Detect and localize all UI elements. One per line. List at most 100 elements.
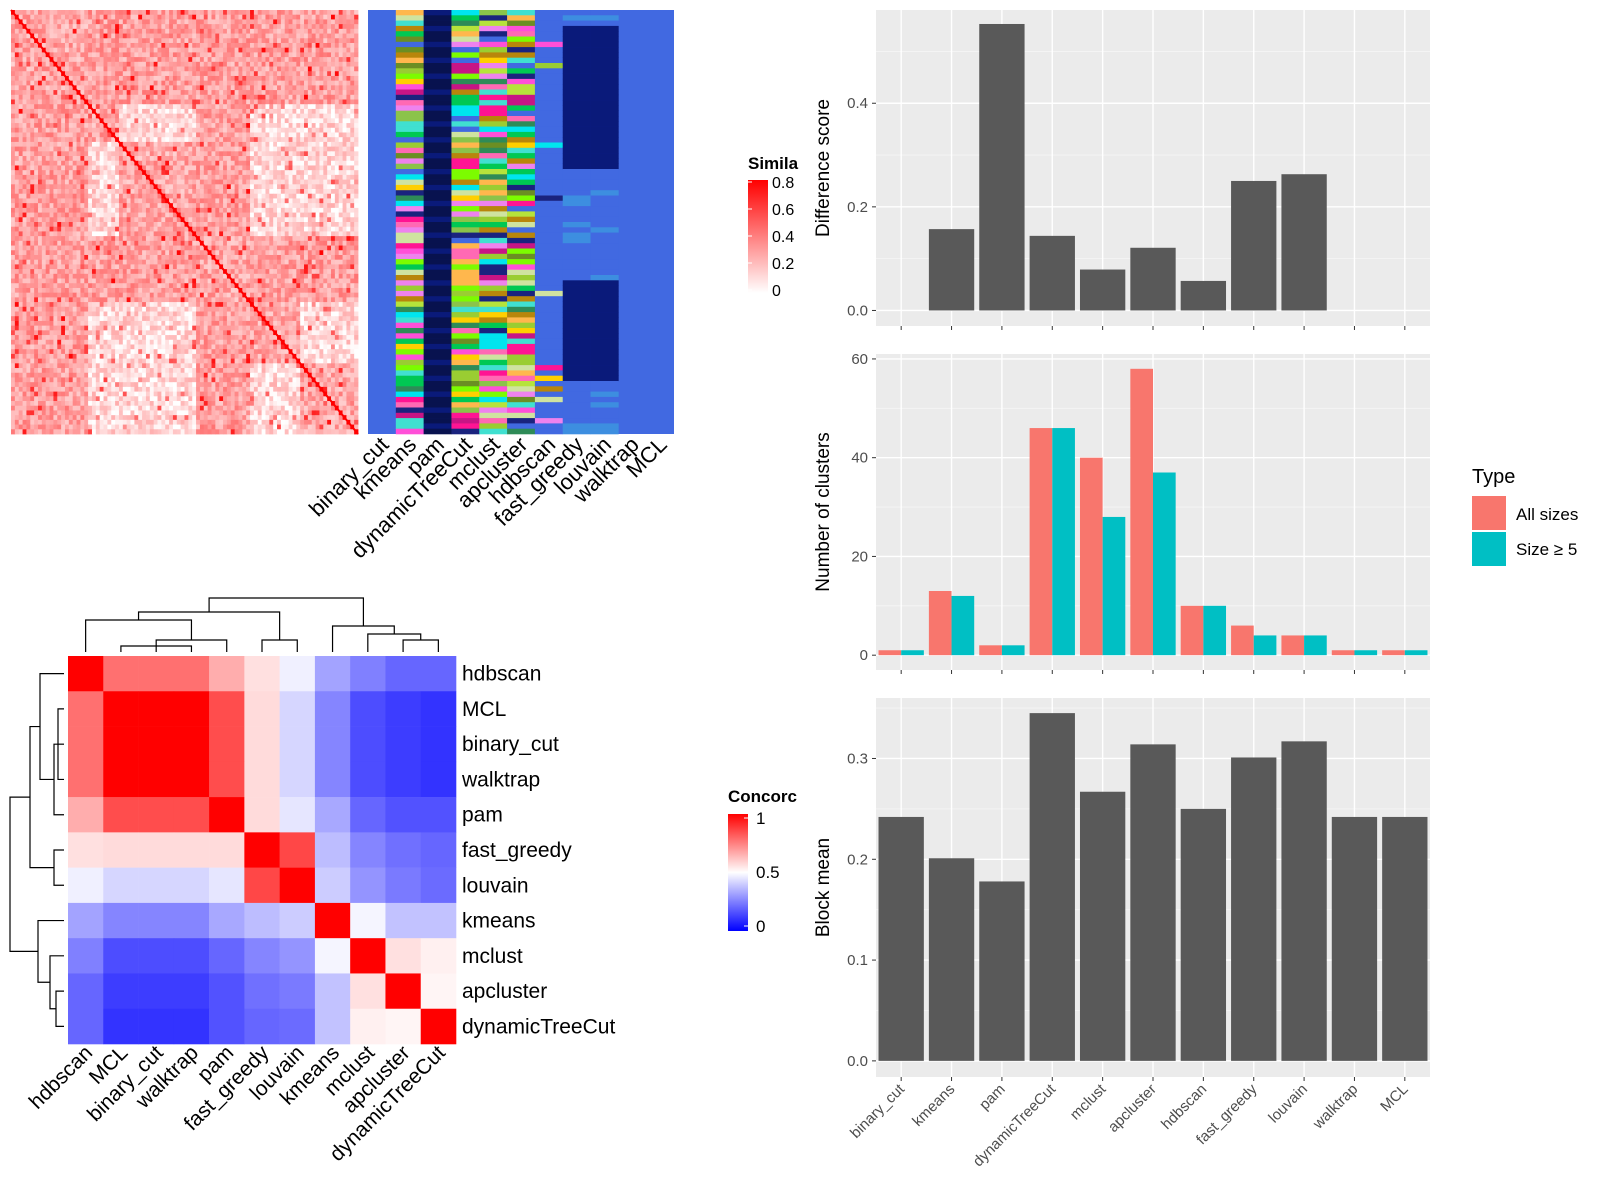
- similarity-cell: [61, 254, 66, 261]
- similarity-cell: [34, 80, 39, 86]
- similarity-cell: [284, 85, 289, 91]
- similarity-cell: [354, 104, 359, 110]
- similarity-cell: [280, 24, 286, 30]
- similarity-cell: [88, 108, 93, 115]
- similarity-cell: [53, 151, 58, 157]
- similarity-cell: [257, 52, 263, 58]
- similarity-cell: [331, 132, 336, 138]
- similarity-cell: [149, 80, 155, 86]
- similarity-cell: [145, 198, 151, 204]
- similarity-cell: [103, 156, 108, 162]
- similarity-cell: [41, 240, 47, 246]
- similarity-cell: [37, 90, 43, 96]
- similarity-cell: [192, 132, 197, 138]
- similarity-cell: [342, 207, 347, 213]
- similarity-cell: [88, 146, 93, 152]
- similarity-cell: [311, 250, 316, 256]
- similarity-cell: [354, 184, 359, 190]
- similarity-cell: [257, 245, 263, 251]
- similarity-cell: [288, 28, 293, 34]
- similarity-cell: [30, 61, 35, 67]
- similarity-cell: [99, 137, 104, 143]
- similarity-cell: [238, 226, 243, 232]
- similarity-cell: [323, 160, 328, 166]
- similarity-cell: [261, 222, 266, 228]
- similarity-cell: [215, 19, 220, 25]
- similarity-cell: [153, 61, 158, 67]
- similarity-cell: [277, 28, 282, 34]
- similarity-cell: [261, 42, 266, 49]
- similarity-cell: [37, 57, 43, 63]
- similarity-cell: [57, 189, 62, 195]
- similarity-cell: [80, 184, 85, 190]
- similarity-cell: [64, 47, 70, 53]
- similarity-cell: [76, 254, 81, 261]
- similarity-cell: [14, 24, 20, 30]
- similarity-cell: [34, 137, 39, 143]
- similarity-cell: [53, 52, 58, 58]
- similarity-cell: [149, 66, 155, 72]
- similarity-cell: [95, 217, 101, 223]
- similarity-cell: [18, 71, 23, 77]
- similarity-cell: [265, 156, 270, 162]
- similarity-cell: [350, 151, 355, 157]
- similarity-cell: [49, 217, 54, 223]
- similarity-cell: [265, 132, 270, 138]
- similarity-cell: [319, 264, 324, 270]
- similarity-cell: [319, 146, 324, 152]
- similarity-cell: [284, 99, 289, 105]
- similarity-cell: [165, 151, 170, 157]
- similarity-cell: [122, 226, 128, 232]
- similarity-cell: [145, 75, 151, 82]
- similarity-cell: [280, 57, 286, 63]
- similarity-cell: [277, 156, 282, 162]
- similarity-cell: [230, 141, 236, 148]
- similarity-cell: [49, 75, 54, 82]
- similarity-cell: [115, 245, 120, 251]
- similarity-cell: [95, 19, 101, 25]
- similarity-cell: [203, 42, 209, 49]
- similarity-cell: [149, 231, 155, 237]
- similarity-cell: [304, 94, 309, 100]
- similarity-cell: [342, 14, 347, 20]
- similarity-cell: [95, 165, 101, 171]
- similarity-cell: [242, 250, 247, 256]
- similarity-cell: [111, 203, 116, 209]
- similarity-cell: [215, 160, 220, 166]
- similarity-cell: [184, 10, 189, 16]
- similarity-cell: [230, 212, 236, 218]
- similarity-cell: [215, 264, 220, 270]
- similarity-cell: [22, 33, 27, 39]
- similarity-cell: [296, 226, 301, 232]
- similarity-cell: [37, 33, 43, 39]
- similarity-cell: [34, 236, 39, 242]
- similarity-cell: [350, 61, 355, 67]
- similarity-cell: [226, 10, 232, 16]
- similarity-cell: [257, 207, 263, 213]
- similarity-cell: [292, 127, 297, 133]
- similarity-cell: [350, 226, 355, 232]
- similarity-cell: [311, 212, 316, 218]
- similarity-cell: [219, 85, 224, 91]
- similarity-cell: [273, 24, 278, 30]
- similarity-cell: [292, 99, 297, 105]
- similarity-cell: [111, 10, 116, 16]
- similarity-cell: [45, 90, 50, 96]
- similarity-cell: [61, 99, 66, 105]
- similarity-cell: [61, 85, 66, 91]
- similarity-cell: [261, 245, 266, 251]
- similarity-cell: [122, 33, 128, 39]
- similarity-cell: [230, 123, 236, 129]
- similarity-cell: [161, 212, 166, 218]
- similarity-cell: [261, 71, 266, 77]
- similarity-cell: [211, 47, 216, 53]
- similarity-cell: [280, 42, 286, 49]
- similarity-cell: [184, 28, 189, 34]
- similarity-cell: [142, 156, 147, 162]
- similarity-cell: [138, 80, 143, 86]
- similarity-cell: [230, 127, 236, 133]
- similarity-cell: [180, 71, 185, 77]
- similarity-cell: [292, 203, 297, 209]
- similarity-cell: [84, 127, 89, 133]
- similarity-cell: [230, 207, 236, 213]
